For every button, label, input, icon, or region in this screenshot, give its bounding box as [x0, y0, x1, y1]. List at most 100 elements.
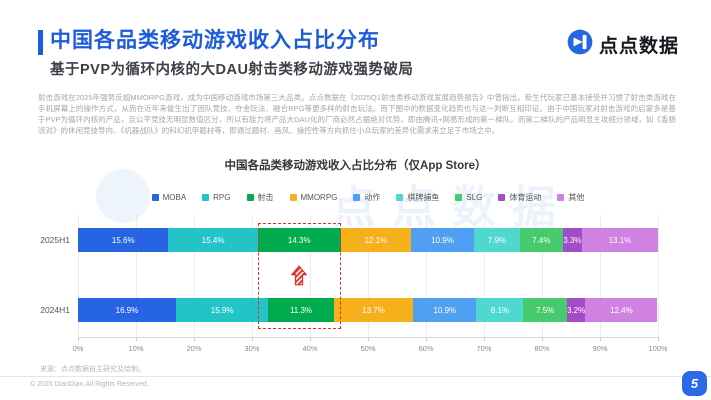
gridline — [252, 215, 253, 337]
axis-tick-label: 0% — [72, 344, 84, 353]
x-axis-line — [78, 337, 658, 338]
bar-segment-体育运动: 3.2% — [566, 298, 586, 322]
chart-legend: MOBA RPG 射击 MMORPG 动作 棋牌捕鱼 SLG 体育运动 其他 — [78, 192, 658, 203]
legend-swatch-icon — [202, 194, 210, 201]
legend-label: 棋牌捕鱼 — [407, 193, 440, 202]
increase-up-arrow-icon — [290, 265, 308, 291]
axis-tick — [310, 337, 311, 341]
body-paragraph: 射击游戏在2025年强势反超MMORPG游戏，成为中国移动游戏市场第三大品类。点… — [38, 93, 676, 135]
bar-segment-value: 7.9% — [487, 235, 507, 245]
axis-tick-label: 20% — [186, 344, 202, 353]
bar-segment-value: 10.9% — [433, 305, 457, 315]
brand-logo-text: 点点数据 — [598, 36, 679, 57]
bar-segment-value: 7.4% — [532, 235, 551, 245]
legend-label: SLG — [466, 193, 483, 202]
bar-segment-value: 15.9% — [210, 305, 234, 315]
bar-segment-体育运动: 3.3% — [562, 228, 582, 252]
axis-tick-label: 30% — [244, 344, 260, 353]
bar-segment-RPG: 15.4% — [168, 228, 258, 252]
legend-item-棋牌捕鱼: 棋牌捕鱼 — [396, 192, 439, 203]
bar-segment-动作: 10.9% — [413, 298, 477, 322]
bar-segment-value: 11.3% — [289, 305, 313, 315]
legend-item-体育运动: 体育运动 — [498, 192, 541, 203]
axis-tick — [484, 337, 485, 341]
bar-segment-其他: 12.4% — [585, 298, 658, 322]
axis-tick-label: 40% — [302, 344, 318, 353]
bar-segment-value: 12.1% — [364, 235, 388, 245]
gridline — [658, 215, 659, 337]
legend-swatch-icon — [151, 194, 159, 201]
axis-tick — [600, 337, 601, 341]
bar-row-label: 2025H1 — [40, 235, 70, 245]
bar-segment-value: 13.1% — [608, 235, 632, 245]
axis-tick — [658, 337, 659, 341]
legend-swatch-icon — [455, 194, 463, 201]
legend-item-SLG: SLG — [455, 192, 482, 203]
gridline — [310, 215, 311, 337]
axis-tick-label: 50% — [360, 344, 376, 353]
bar-segment-动作: 10.9% — [410, 228, 475, 252]
legend-label: RPG — [213, 193, 231, 202]
axis-tick-label: 10% — [128, 344, 144, 353]
gridline — [78, 215, 79, 337]
axis-tick-label: 80% — [534, 344, 550, 353]
bar-segment-value: 10.9% — [431, 235, 454, 245]
gridline — [600, 215, 601, 337]
bar-row-label: 2024H1 — [40, 305, 70, 315]
gridline — [136, 215, 137, 337]
page-subtitle: 基于PVP为循环内核的大DAU射击类移动游戏强势破局 — [50, 62, 414, 78]
bar-segment-value: 8.1% — [490, 305, 510, 315]
axis-tick — [136, 337, 137, 341]
bar-segment-value: 13.7% — [362, 305, 385, 315]
page-title: 中国各品类移动游戏收入占比分布 — [50, 29, 380, 52]
gridline — [484, 215, 485, 337]
bar-segment-其他: 13.1% — [581, 228, 658, 252]
axis-tick — [426, 337, 427, 341]
chart-title: 中国各品类移动游戏收入占比分布（仅App Store） — [224, 160, 487, 172]
legend-label: MOBA — [162, 193, 187, 202]
legend-label: 射击 — [257, 193, 274, 202]
bar-segment-RPG: 15.9% — [176, 298, 269, 322]
bar-segment-value: 7.5% — [536, 305, 555, 315]
legend-swatch-icon — [396, 194, 404, 201]
chart-plot: 0% 10% 20% 30% 40% 50% 60% 70% 80% 90% 100% 2025H1 1… — [40, 215, 668, 365]
page-number: 5 — [682, 371, 707, 396]
axis-tick — [78, 337, 79, 341]
highlight-dashed-box — [257, 223, 341, 329]
gridline — [426, 215, 427, 337]
legend-item-MOBA: MOBA — [151, 192, 187, 203]
bar-segment-value: 15.6% — [111, 235, 135, 245]
bar-segment-value: 15.4% — [201, 235, 225, 245]
axis-tick — [194, 337, 195, 341]
legend-swatch-icon — [353, 194, 361, 201]
bar-segment-射击: 11.3% — [268, 298, 334, 322]
gridline — [368, 215, 369, 337]
bar-row-2025H1: 2025H1 15.6% 15.4% 14.3% 12.1% 10.9% 7.9% 7.4% 3… — [40, 228, 658, 252]
axis-tick — [368, 337, 369, 341]
bar-segment-棋牌捕鱼: 8.1% — [476, 298, 524, 322]
bar-segment-value: 16.9% — [115, 305, 139, 315]
legend-label: 动作 — [364, 193, 381, 202]
legend-item-动作: 动作 — [353, 192, 380, 203]
legend-swatch-icon — [289, 194, 297, 201]
bar-segment-value: 3.3% — [563, 235, 582, 245]
brand-logo: 点点数据 — [567, 29, 679, 60]
bar-segment-SLG: 7.4% — [519, 228, 563, 252]
axis-tick — [252, 337, 253, 341]
bar-segment-SLG: 7.5% — [523, 298, 567, 322]
bar-segment-MMORPG: 13.7% — [333, 298, 414, 322]
axis-tick-label: 60% — [418, 344, 434, 353]
axis-tick-label: 70% — [476, 344, 492, 353]
bar-segment-射击: 14.3% — [257, 228, 341, 252]
bar-segment-棋牌捕鱼: 7.9% — [474, 228, 520, 252]
legend-label: 其他 — [568, 193, 585, 202]
bar-row-2024H1: 2024H1 16.9% 15.9% 11.3% 13.7% 10.9% 8.1% 7.5% 3… — [40, 298, 658, 322]
legend-item-MMORPG: MMORPG — [289, 192, 337, 203]
legend-item-射击: 射击 — [246, 192, 274, 203]
copyright-text: © 2025 DianDian.All Rights Reserved. — [30, 381, 149, 388]
bar-segment-value: 12.4% — [610, 305, 633, 315]
gridline — [542, 215, 543, 337]
bar-segment-MOBA: 15.6% — [78, 228, 169, 252]
bar-segment-value: 3.2% — [567, 305, 586, 315]
